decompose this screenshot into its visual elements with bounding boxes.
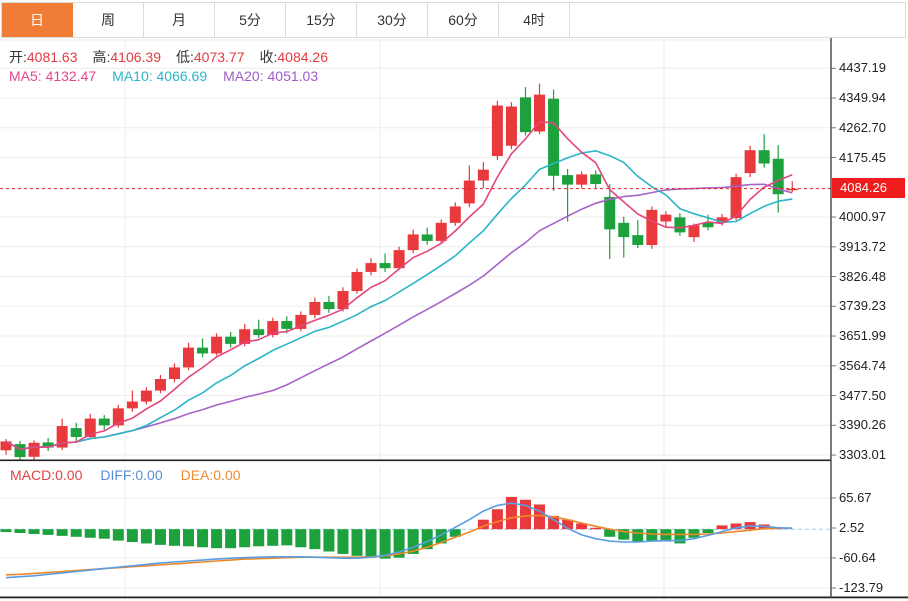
price-tick: 4349.94 — [839, 90, 886, 105]
ma5-value: MA5: 4132.47 — [9, 68, 97, 84]
period-tabbar: 日 周 月 5分 15分 30分 60分 4时 — [1, 2, 906, 38]
tab-4hour[interactable]: 4时 — [499, 3, 570, 37]
tab-week[interactable]: 周 — [73, 3, 144, 37]
price-tick: 3826.48 — [839, 269, 886, 284]
price-tick: 3739.23 — [839, 298, 886, 313]
price-tick: 3477.50 — [839, 388, 886, 403]
current-price-badge: 4084.26 — [832, 178, 905, 198]
price-tick: 3564.74 — [839, 358, 886, 373]
price-tick: 4175.45 — [839, 150, 886, 165]
ohlc-open: 开:4081.63 — [9, 49, 78, 65]
ma10-value: MA10: 4066.69 — [112, 68, 208, 84]
macd-tick: 2.52 — [839, 520, 865, 535]
tab-60min[interactable]: 60分 — [428, 3, 499, 37]
ohlc-low: 低:4073.77 — [176, 49, 245, 65]
tab-30min[interactable]: 30分 — [357, 3, 428, 37]
price-tick: 4437.19 — [839, 60, 886, 75]
macd-value: MACD:0.00 — [10, 467, 83, 483]
diff-value: DIFF:0.00 — [100, 467, 163, 483]
ma-legend: MA5: 4132.47 MA10: 4066.69 MA20: 4051.03 — [9, 68, 318, 84]
price-tick: 3651.99 — [839, 328, 886, 343]
macd-legend: MACD:0.00 DIFF:0.00 DEA:0.00 — [10, 467, 241, 483]
ohlc-high: 高:4106.39 — [92, 49, 162, 65]
tab-month[interactable]: 月 — [144, 3, 215, 37]
macd-tick: 65.67 — [839, 490, 872, 505]
tab-15min[interactable]: 15分 — [286, 3, 357, 37]
ma20-value: MA20: 4051.03 — [223, 68, 319, 84]
price-tick: 3303.01 — [839, 447, 886, 462]
price-tick: 3913.72 — [839, 239, 886, 254]
tab-5min[interactable]: 5分 — [215, 3, 286, 37]
ohlc-legend: 开:4081.63 高:4106.39 低:4073.77 收:4084.26 — [9, 47, 328, 67]
price-tick: 4262.70 — [839, 120, 886, 135]
macd-tick: -123.79 — [839, 580, 884, 595]
price-tick: 4000.97 — [839, 209, 886, 224]
dea-value: DEA:0.00 — [180, 467, 241, 483]
price-tick: 3390.26 — [839, 417, 886, 432]
ohlc-close: 收:4084.26 — [259, 49, 329, 65]
macd-tick: -60.64 — [839, 550, 876, 565]
tab-day[interactable]: 日 — [2, 3, 73, 37]
